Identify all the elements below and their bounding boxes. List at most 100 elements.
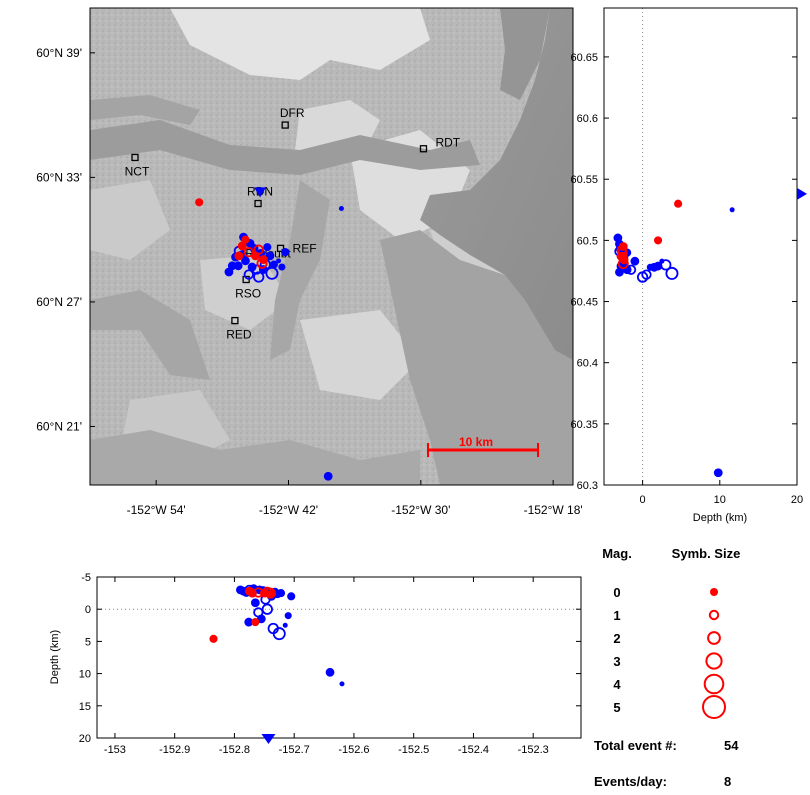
legend-mag-value: 5 [613,700,620,715]
lat-panel-volcano-marker [797,187,807,200]
depth-panel-volcano-marker [261,734,276,744]
map-event [278,263,286,271]
events-per-day-value: 8 [724,774,731,789]
map-x-tick-label: -152°W 42' [259,503,318,517]
legend-symbol [705,652,723,670]
map-event [237,241,247,251]
depth-panel-event [325,667,335,677]
legend-size-header: Symb. Size [672,546,741,561]
map-event [338,206,344,212]
lat-panel-event [729,207,735,213]
depth-panel-x-axis: -153 -152.9 -152.8 -152.7 -152.6 -152.5 -152.4… [104,577,549,756]
lat-panel-event [653,236,663,245]
lat-panel-event [665,266,679,280]
legend-mag-value: 3 [613,654,620,669]
lat-panel-frame [603,7,798,486]
map-event [233,261,243,271]
map-event [195,198,204,207]
lat-x-tick-label: 10 [714,494,726,506]
map-y-axis: 60°N 39' 60°N 33' 60°N 27' 60°N 21' [36,46,95,433]
total-events-value: 54 [724,738,739,753]
scale-bar: 10 km [427,435,539,457]
map-event [269,260,278,269]
depth-x-tick-label: -152.7 [279,744,310,756]
map-event [265,251,275,261]
station-label: RDT [435,136,460,150]
station-marker [419,145,428,153]
legend-symbol [703,673,725,695]
map-y-tick-label: 60°N 33' [36,170,82,184]
lat-y-tick-label: 60.5 [577,235,598,247]
lat-panel-event [641,269,652,280]
lat-y-tick-label: 60.55 [570,174,598,186]
lat-x-tick-label: 0 [640,494,646,506]
depth-y-tick-label: 5 [85,636,91,648]
latitude-depth-panel: 60.3 60.35 60.4 60.45 60.5 60.55 60.6 60.65 0 10… [570,7,807,524]
depth-x-tick-label: -152.8 [219,744,250,756]
depth-panel-event [250,598,260,608]
station-label: RED [226,328,252,342]
events-per-day-label: Events/day: [594,774,667,789]
lat-x-tick-label: 20 [791,494,803,506]
depth-x-tick-label: -152.6 [338,744,369,756]
map-events [195,198,344,481]
legend-symbol [708,609,720,621]
map-frame [89,7,574,486]
lat-y-tick-label: 60.35 [570,419,598,431]
depth-panel-event [339,681,345,687]
station-marker [276,244,285,253]
lat-panel-x-axis: 0 10 20 [640,480,803,506]
lat-panel-event [613,233,623,243]
station-marker [231,316,239,325]
total-events-label: Total event #: [594,738,677,753]
legend-mag-header: Mag. [602,546,632,561]
depth-panel-event [236,585,245,595]
depth-x-tick-label: -152.3 [518,744,549,756]
map-event [253,244,264,255]
depth-y-tick-label: 20 [79,733,91,745]
depth-x-tick-label: -152.9 [159,744,190,756]
lat-panel-event [615,267,624,277]
map-event [323,471,333,481]
volcano-marker [254,187,267,198]
lat-panel-events [613,199,735,478]
event-summary: Total event #: 54 Events/day: 8 [594,738,739,789]
depth-panel-event [284,612,292,620]
scale-bar-label: 10 km [459,435,493,449]
station-marker [254,199,262,208]
depth-y-tick-label: 10 [79,669,91,681]
legend-mag-value: 4 [613,677,621,692]
lat-panel-event [653,261,663,271]
station-marker [281,121,289,129]
depth-panel-event [209,634,218,643]
map-event [281,248,290,257]
depth-panel-event [287,592,296,601]
lat-panel-y-axis: 60.3 60.35 60.4 60.45 60.5 60.55 60.6 60.65 [570,52,797,492]
lat-panel-event [674,199,683,208]
station-label: RSO [235,287,261,301]
station-marker [131,153,139,162]
legend-symbol [702,695,726,719]
map-event [243,269,254,280]
lat-y-tick-label: 60.6 [577,113,598,125]
depth-panel-events [209,584,345,687]
station-label: REF [293,241,317,255]
lat-panel-event [616,251,626,261]
magnitude-legend: Mag. Symb. Size 0 1 2 3 4 5 [602,546,741,719]
legend-rows: 0 1 2 3 4 5 [613,585,726,719]
depth-panel-event [261,603,273,615]
lat-panel-event [630,256,640,266]
depth-x-tick-label: -152.4 [458,744,489,756]
legend-symbol [710,588,718,596]
volcano-triangle-icon [254,187,267,198]
lat-y-tick-label: 60.3 [577,480,598,492]
volcano-triangle-icon [797,187,807,200]
map-event [256,257,268,269]
lat-y-tick-label: 60.65 [570,52,598,64]
lat-y-tick-label: 60.4 [577,358,598,370]
depth-panel-event [251,618,260,627]
map-event [234,251,244,261]
depth-y-tick-label: -5 [81,572,91,584]
